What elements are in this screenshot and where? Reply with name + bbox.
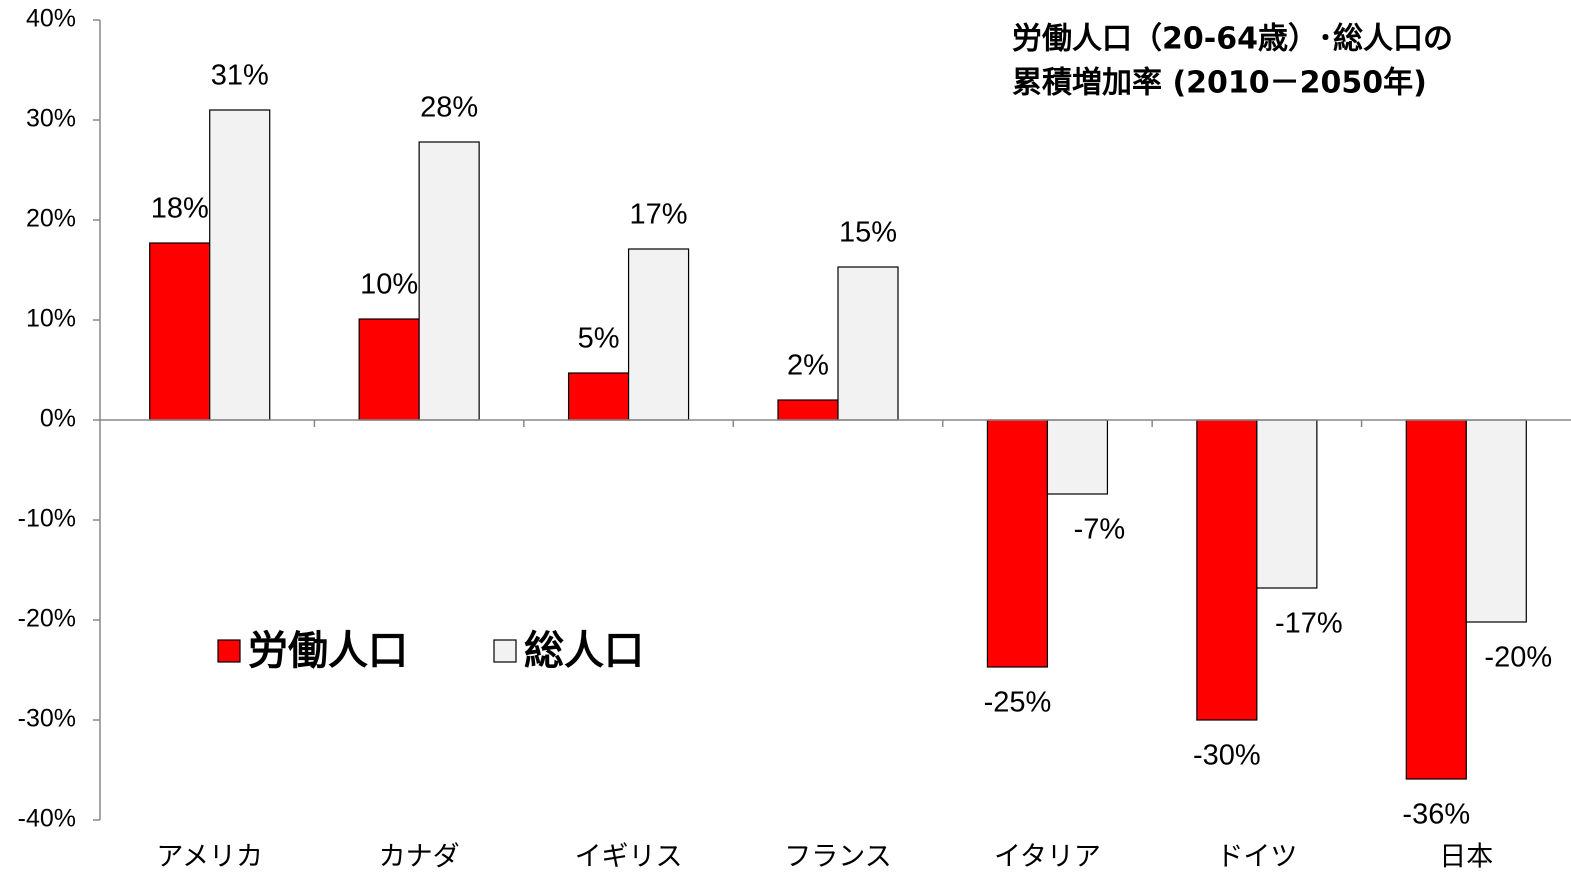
bar: [627, 248, 690, 421]
x-tick-label: アメリカ: [156, 842, 263, 873]
legend-swatch: [493, 639, 517, 663]
bar: [1405, 419, 1467, 780]
legend-label: 総人口: [524, 628, 644, 674]
bar: [837, 266, 899, 421]
y-tick-label: -30%: [18, 705, 76, 733]
y-tick-label: 20%: [26, 205, 76, 233]
legend-label: 労働人口: [248, 628, 408, 674]
data-label: 10%: [360, 269, 418, 301]
bar: [149, 242, 211, 421]
data-label: 15%: [839, 217, 897, 249]
data-label: 5%: [578, 323, 620, 355]
bar: [1256, 419, 1318, 589]
data-label: -30%: [1193, 740, 1261, 772]
legend-swatch: [217, 639, 241, 663]
chart-title: 累積増加率 (2010－2050年): [1012, 66, 1427, 101]
y-tick-label: -20%: [18, 605, 76, 633]
chart-title: 労働人口（20-64歳）･総人口の: [1012, 22, 1453, 57]
bar: [567, 372, 630, 421]
data-label: 2%: [787, 350, 829, 382]
data-label: 17%: [630, 199, 688, 231]
bar: [1196, 419, 1258, 721]
bar: [209, 109, 271, 421]
y-tick-label: 10%: [26, 305, 76, 333]
y-tick-label: -10%: [18, 505, 76, 533]
bar: [1046, 419, 1109, 495]
data-label: -20%: [1484, 642, 1552, 674]
x-tick-label: 日本: [1439, 842, 1493, 873]
data-label: -17%: [1275, 608, 1343, 640]
bar: [418, 141, 480, 421]
data-label: 18%: [151, 193, 209, 225]
bar: [1465, 419, 1527, 623]
data-label: 28%: [420, 92, 478, 124]
x-tick-label: イギリス: [575, 842, 683, 873]
data-label: -36%: [1402, 799, 1470, 831]
data-label: -7%: [1074, 514, 1126, 546]
y-tick-label: 0%: [40, 405, 76, 433]
x-tick-label: カナダ: [379, 842, 460, 873]
y-tick-label: 40%: [26, 5, 76, 33]
data-label: -25%: [984, 687, 1052, 719]
bar: [358, 318, 420, 421]
x-tick-label: フランス: [784, 842, 891, 873]
x-tick-label: イタリア: [994, 842, 1101, 873]
y-tick-label: -40%: [18, 805, 76, 833]
bar: [777, 399, 839, 421]
x-tick-label: ドイツ: [1216, 842, 1297, 873]
bar: [986, 419, 1049, 668]
y-tick-label: 30%: [26, 105, 76, 133]
data-label: 31%: [211, 60, 269, 92]
